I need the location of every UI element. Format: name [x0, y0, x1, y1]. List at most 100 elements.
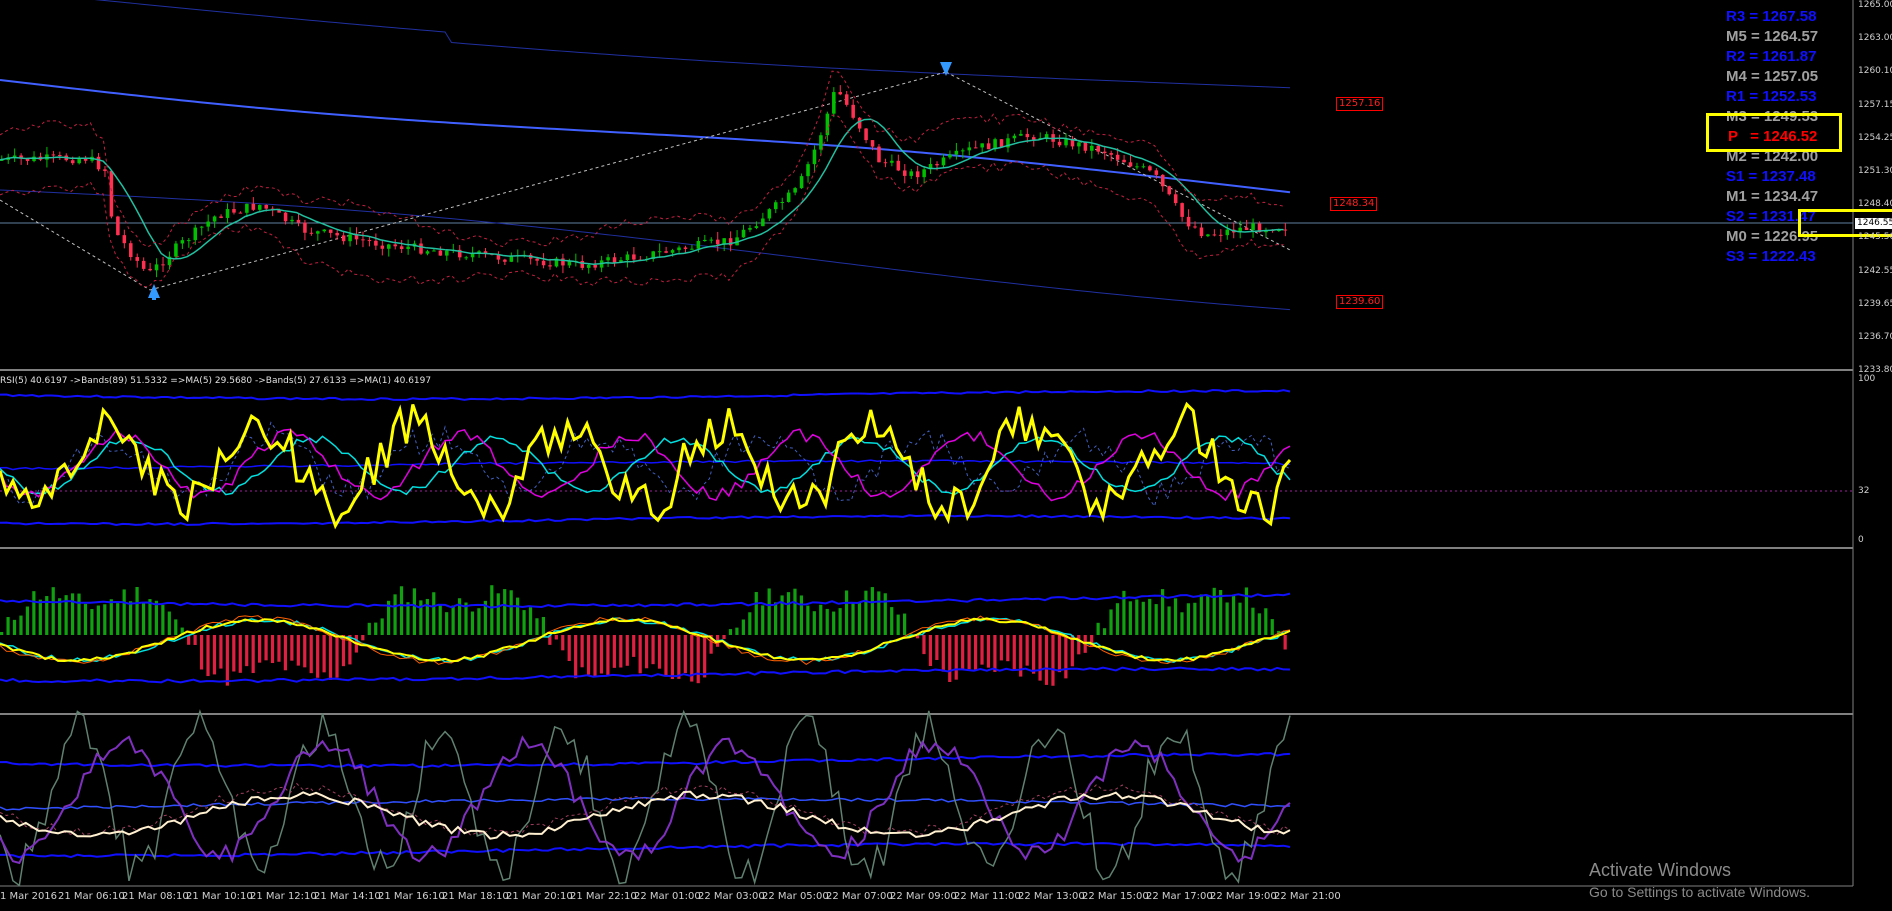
candle-body: [954, 150, 959, 155]
candle-body: [322, 229, 327, 232]
time-tick: 22 Mar 11:00: [954, 891, 1021, 902]
candle-body: [1251, 223, 1255, 230]
candle-body: [206, 221, 210, 227]
histogram-bar: [1161, 589, 1165, 635]
candle-body: [483, 251, 488, 254]
candle-body: [761, 218, 765, 227]
histogram-bar: [567, 635, 571, 661]
candle-body: [1115, 154, 1120, 160]
histogram-bar: [980, 635, 984, 665]
histogram-bar: [1038, 635, 1042, 681]
histogram-bar: [141, 602, 146, 635]
histogram-bar: [245, 635, 249, 667]
histogram-bar: [645, 635, 649, 669]
candle-body: [1193, 226, 1197, 228]
candle-body: [780, 201, 784, 203]
candle-body: [677, 247, 681, 251]
price-tick: 1245.50: [1858, 232, 1892, 243]
candle-body: [1135, 166, 1139, 168]
candle-body: [303, 222, 307, 233]
histogram-bar: [683, 635, 687, 674]
price-highlight-box: [1798, 209, 1892, 237]
time-tick: 22 Mar 15:00: [1082, 891, 1149, 902]
histogram-bar: [393, 594, 397, 635]
candle-body: [612, 257, 617, 263]
histogram-bar: [709, 635, 713, 654]
trend-line-2: [149, 71, 947, 291]
histogram-bar: [1270, 619, 1274, 635]
histogram-bar: [322, 635, 326, 673]
candle-body: [470, 253, 475, 258]
candle-body: [896, 160, 901, 171]
candle-body: [961, 150, 965, 152]
price-tick: 1260.10: [1858, 66, 1892, 77]
rsi-axis-top: 100: [1858, 374, 1876, 384]
histogram-bar: [316, 635, 320, 678]
histogram-bar: [225, 635, 229, 686]
histogram-bar: [903, 613, 907, 635]
oscillator-upper-band: [0, 752, 1291, 769]
candle-body: [316, 231, 320, 234]
histogram-bar: [664, 635, 668, 677]
candle-body: [251, 203, 256, 210]
candle-body: [541, 260, 546, 266]
histogram-bar: [45, 596, 49, 635]
histogram-bar: [748, 612, 752, 635]
candle-body: [793, 188, 797, 193]
candle-body: [58, 155, 62, 157]
candle-body: [83, 158, 88, 161]
histogram-bar: [116, 603, 120, 635]
histogram-bar: [1012, 635, 1016, 670]
candle-body: [1083, 142, 1088, 151]
time-tick: 21 Mar 18:10: [442, 891, 509, 902]
histogram-bar: [1032, 635, 1036, 674]
histogram-bar: [296, 635, 300, 666]
pivot-level-0: R3 = 1267.58: [1726, 8, 1817, 25]
histogram-bar: [135, 586, 139, 635]
histogram-bar: [832, 611, 836, 635]
candle-body: [548, 265, 552, 267]
long-moving-average-line: [0, 79, 1291, 194]
histogram-bar: [993, 635, 997, 672]
candle-body: [812, 149, 817, 165]
histogram-bar: [735, 627, 739, 635]
rsi-ma-magenta: [0, 428, 1291, 502]
price-tick: 1257.15: [1858, 99, 1892, 110]
candle-body: [1167, 186, 1171, 195]
time-tick: 22 Mar 07:00: [826, 891, 893, 902]
upper-band-line: [94, 0, 1291, 89]
level-label-middle: 1248.34: [1330, 197, 1378, 211]
histogram-bar: [38, 599, 42, 635]
candle-body: [154, 264, 159, 271]
candle-body: [670, 250, 675, 253]
candle-body: [1212, 234, 1217, 236]
pivot-level-7: M2 = 1242.00: [1726, 148, 1819, 165]
candle-body: [857, 117, 862, 129]
candle-body: [1173, 194, 1178, 204]
level-label-upper: 1257.16: [1336, 97, 1384, 111]
histogram-bar: [690, 635, 694, 682]
rsi-indicator-header: RSI(5) 40.6197 ->Bands(89) 51.5332 =>MA(…: [0, 376, 432, 386]
candle-body: [928, 164, 933, 170]
histogram-bar: [283, 635, 288, 671]
histogram-bar: [206, 635, 210, 677]
candle-body: [225, 209, 230, 218]
candle-body: [193, 227, 198, 241]
candle-body: [1225, 229, 1230, 236]
candle-body: [1096, 145, 1101, 152]
candle-body: [799, 176, 804, 189]
candle-body: [1070, 138, 1075, 147]
histogram-bar: [1225, 602, 1229, 635]
time-tick: 22 Mar 17:00: [1146, 891, 1213, 902]
candle-body: [399, 246, 404, 250]
sell-arrow-icon: [940, 62, 952, 76]
histogram-bar: [870, 587, 874, 635]
candle-body: [619, 260, 623, 263]
candle-body: [999, 139, 1004, 148]
candle-body: [199, 226, 204, 228]
histogram-bar: [406, 602, 410, 635]
histogram-bar: [954, 635, 958, 680]
price-tick: 1239.65: [1858, 298, 1892, 309]
